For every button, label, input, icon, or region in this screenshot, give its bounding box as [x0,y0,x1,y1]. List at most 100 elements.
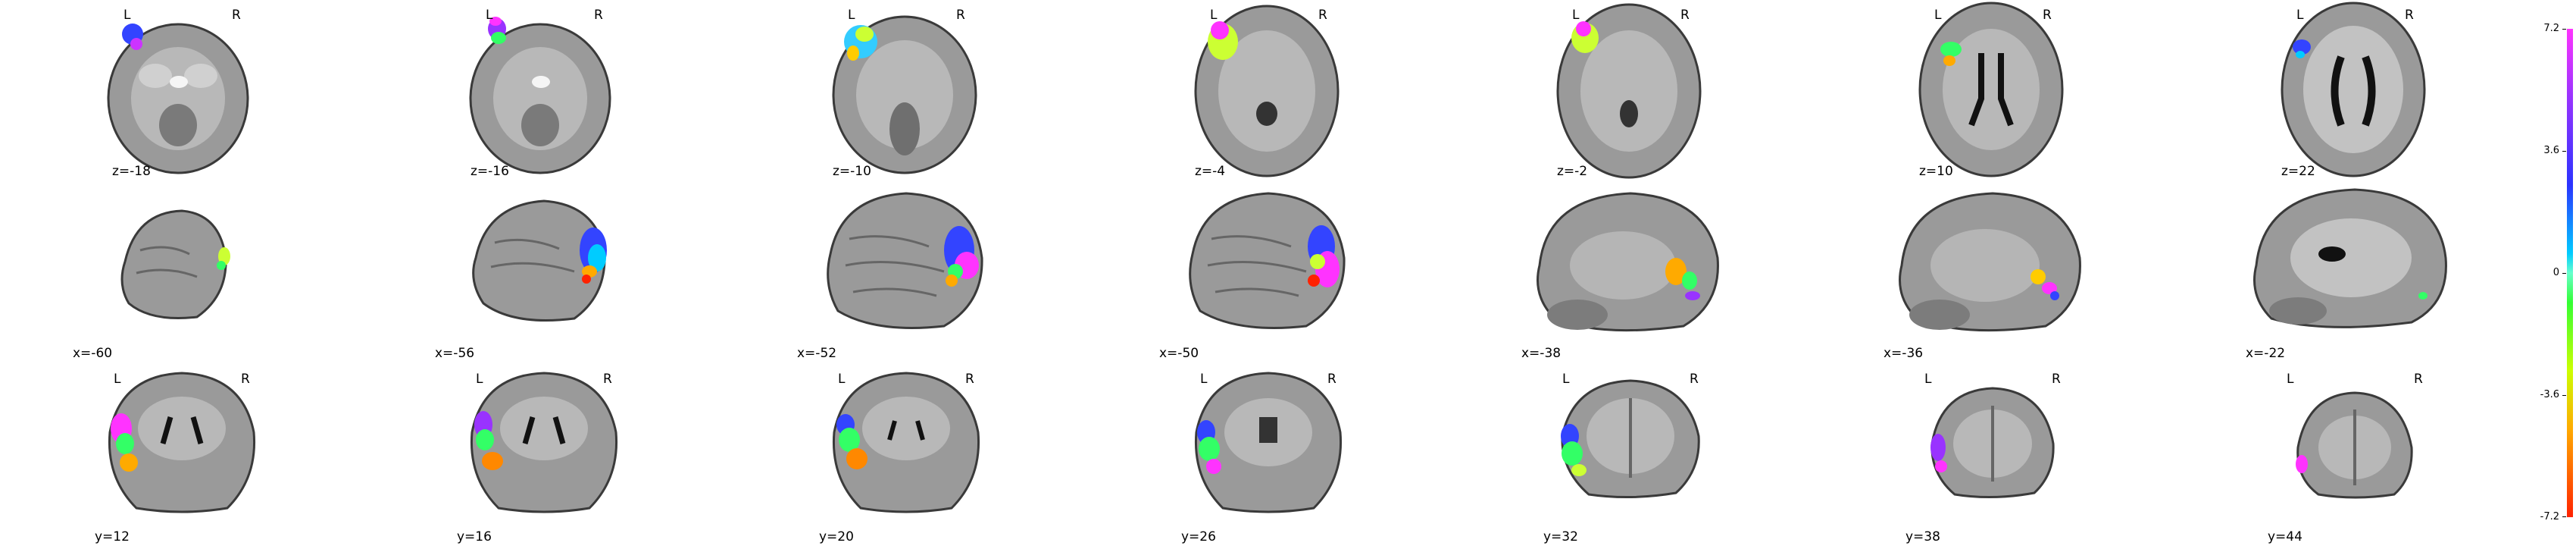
brain-slice-grid: L R z=-18 L R z=-16 [0,0,2523,546]
left-marker: L [476,372,483,387]
coronal-slice-4: L R y=26 [1086,364,1449,546]
left-marker: L [1924,372,1932,387]
colorbar-tick-label: 3.6 [2543,145,2559,156]
coronal-slice-7: L R y=44 [2173,364,2535,546]
sagittal-row: x=-60 x=-56 x=-52 [0,182,2523,364]
slice-coordinate-label: y=20 [819,529,854,544]
colorbar-tick [2562,273,2566,274]
sagittal-brain-image [120,209,230,320]
sagittal-brain-image [1189,192,1346,329]
slice-coordinate-label: x=-56 [435,346,475,361]
axial-slice-6: L R z=10 [1811,0,2173,182]
slice-coordinate-label: z=22 [2281,164,2315,179]
axial-brain-image [2281,2,2426,177]
coronal-slice-3: L R y=20 [724,364,1086,546]
coronal-row: L R y=12 L R y=16 [0,364,2523,546]
left-marker: L [2296,8,2304,23]
colorbar-tick [2562,395,2566,396]
sagittal-brain-image [1899,192,2081,332]
right-marker: R [241,372,250,387]
right-marker: R [2052,372,2061,387]
right-marker: R [603,372,612,387]
slice-coordinate-label: x=-38 [1521,346,1562,361]
left-marker: L [848,8,855,23]
sagittal-brain-image [1537,192,1719,332]
slice-coordinate-label: z=-2 [1557,164,1588,179]
sagittal-slice-6: x=-36 [1811,182,2173,364]
slice-coordinate-label: y=16 [457,529,492,544]
right-marker: R [232,8,241,23]
axial-slice-1: L R z=-18 [0,0,362,182]
sagittal-slice-2: x=-56 [362,182,724,364]
axial-brain-image [1918,2,2064,177]
slice-coordinate-label: y=26 [1181,529,1216,544]
sagittal-slice-7: x=-22 [2173,182,2535,364]
coronal-slice-6: L R y=38 [1811,364,2173,546]
left-marker: L [486,8,493,23]
left-marker: L [1210,8,1218,23]
axial-slice-4: L R z=-4 [1086,0,1449,182]
slice-coordinate-label: z=-16 [470,164,509,179]
colorbar-tick-label: -3.6 [2540,389,2559,400]
right-marker: R [2414,372,2423,387]
axial-brain-image [469,17,611,174]
right-marker: R [2043,8,2052,23]
right-marker: R [2405,8,2414,23]
right-marker: R [1690,372,1699,387]
slice-coordinate-label: z=10 [1919,164,1953,179]
coronal-slice-2: L R y=16 [362,364,724,546]
axial-brain-image [1556,3,1702,179]
sagittal-slice-3: x=-52 [724,182,1086,364]
slice-coordinate-label: z=-4 [1195,164,1226,179]
left-marker: L [114,372,121,387]
axial-slice-5: L R z=-2 [1449,0,1811,182]
slice-coordinate-label: x=-22 [2246,346,2286,361]
sagittal-brain-image [827,192,983,329]
coronal-slice-5: L R y=32 [1449,364,1811,546]
left-marker: L [2287,372,2294,387]
left-marker: L [123,8,131,23]
colorbar [2567,29,2573,517]
coronal-brain-image [1194,372,1343,513]
sagittal-slice-4: x=-50 [1086,182,1449,364]
slice-coordinate-label: y=44 [2268,529,2302,544]
right-marker: R [1680,8,1690,23]
right-marker: R [1318,8,1327,23]
slice-coordinate-label: y=38 [1905,529,1940,544]
slice-coordinate-label: z=-18 [112,164,151,179]
slice-coordinate-label: x=-50 [1159,346,1199,361]
axial-slice-2: L R z=-16 [362,0,724,182]
right-marker: R [1327,372,1336,387]
left-marker: L [1562,372,1570,387]
axial-row: L R z=-18 L R z=-16 [0,0,2523,182]
colorbar-tick [2562,151,2566,152]
colorbar-tick [2562,516,2566,517]
axial-brain-image [1194,5,1340,177]
coronal-brain-image [2296,391,2413,499]
sagittal-brain-image [2253,188,2447,328]
sagittal-slice-1: x=-60 [0,182,362,364]
axial-brain-image [107,23,249,174]
coronal-brain-image [108,372,256,513]
right-marker: R [956,8,965,23]
slice-coordinate-label: y=32 [1543,529,1578,544]
right-marker: R [594,8,603,23]
right-marker: R [965,372,974,387]
axial-slice-3: L R z=-10 [724,0,1086,182]
slice-coordinate-label: z=-10 [833,164,871,179]
coronal-brain-image [1930,387,2055,499]
sagittal-brain-image [472,199,607,322]
left-marker: L [838,372,846,387]
sagittal-slice-5: x=-38 [1449,182,1811,364]
axial-slice-7: L R z=22 [2173,0,2535,182]
coronal-brain-image [1561,379,1700,499]
slice-coordinate-label: x=-36 [1884,346,1924,361]
slice-coordinate-label: x=-60 [73,346,113,361]
left-marker: L [1572,8,1580,23]
colorbar-tick-label: 0 [2553,267,2559,278]
slice-coordinate-label: y=12 [95,529,130,544]
coronal-slice-1: L R y=12 [0,364,362,546]
colorbar-tick-label: -7.2 [2540,511,2559,522]
slice-coordinate-label: x=-52 [797,346,837,361]
coronal-brain-image [470,372,618,513]
